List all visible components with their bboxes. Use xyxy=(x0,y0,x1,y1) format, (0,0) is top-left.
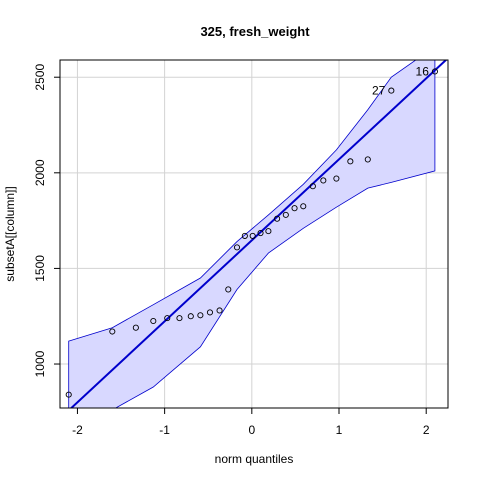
y-axis: 1000 1500 2000 2500 xyxy=(33,64,61,377)
x-tick-label: 2 xyxy=(423,423,430,437)
data-point xyxy=(150,317,157,325)
data-point xyxy=(300,203,307,210)
data-point xyxy=(249,232,256,239)
data-point xyxy=(187,313,194,320)
y-tick-label: 2500 xyxy=(33,64,47,91)
data-point xyxy=(164,315,171,322)
data-points xyxy=(65,68,438,398)
data-point xyxy=(225,286,232,293)
data-point xyxy=(176,315,183,322)
data-point xyxy=(109,328,116,335)
x-tick-label: 0 xyxy=(248,423,255,437)
point-labels: 27 16 xyxy=(372,64,429,97)
data-point xyxy=(257,229,264,237)
data-point xyxy=(206,309,214,316)
data-point xyxy=(388,87,395,94)
data-point xyxy=(282,211,289,218)
data-point xyxy=(333,175,340,182)
data-point xyxy=(216,307,223,314)
data-point xyxy=(291,205,298,212)
data-point xyxy=(132,324,139,331)
x-tick-label: 1 xyxy=(336,423,343,437)
data-point xyxy=(347,158,354,165)
data-point xyxy=(241,232,248,239)
y-axis-label: subsetA[[column]] xyxy=(3,186,17,281)
y-tick-label: 2000 xyxy=(33,159,47,186)
confidence-envelope xyxy=(68,60,436,408)
y-tick-label: 1500 xyxy=(33,255,47,282)
y-tick-label: 1000 xyxy=(33,350,47,377)
data-point xyxy=(233,244,241,251)
data-point xyxy=(197,312,204,319)
data-point xyxy=(265,228,272,235)
x-tick-label: -1 xyxy=(159,423,170,437)
x-axis-label: norm quantiles xyxy=(215,452,294,466)
data-point xyxy=(65,391,72,398)
point-label: 27 xyxy=(372,84,386,98)
data-point xyxy=(431,68,438,75)
point-label: 16 xyxy=(416,64,430,78)
chart-title: 325, fresh_weight xyxy=(200,24,310,39)
data-point xyxy=(309,183,316,190)
data-point xyxy=(364,156,371,163)
envelope-band xyxy=(68,60,436,408)
x-tick-label: -2 xyxy=(72,423,83,437)
data-point xyxy=(320,177,327,184)
data-point xyxy=(274,215,281,222)
x-axis: -2 -1 0 1 2 xyxy=(72,407,430,437)
